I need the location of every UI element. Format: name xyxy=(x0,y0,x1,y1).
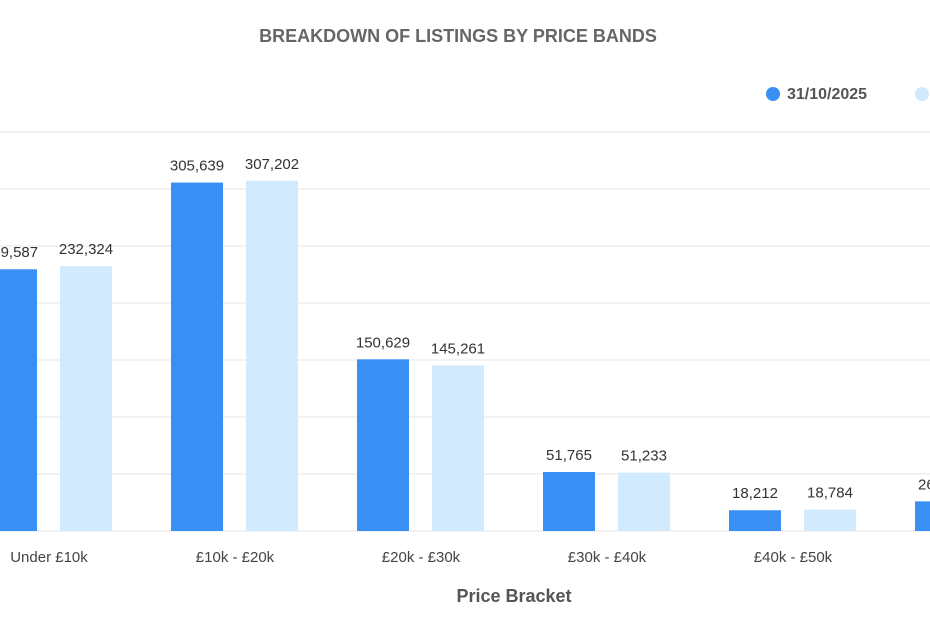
x-tick-label: £10k - £20k xyxy=(196,549,275,566)
x-tick-label: £30k - £40k xyxy=(568,549,647,566)
data-label: 305,639 xyxy=(170,158,224,175)
x-tick-label: £20k - £30k xyxy=(382,549,461,566)
bar xyxy=(618,472,670,531)
data-label: 26,000 xyxy=(918,476,930,493)
chart-title: BREAKDOWN OF LISTINGS BY PRICE BANDS xyxy=(259,26,657,46)
bar xyxy=(804,509,856,531)
bar xyxy=(0,269,37,531)
legend-marker xyxy=(766,87,780,101)
data-label: 307,202 xyxy=(245,156,299,173)
bar xyxy=(357,359,409,531)
data-label: 18,212 xyxy=(732,485,778,502)
bar xyxy=(729,510,781,531)
bar xyxy=(171,182,223,531)
x-axis-title: Price Bracket xyxy=(456,586,571,606)
data-label: 51,233 xyxy=(621,448,667,465)
data-label: 51,765 xyxy=(546,447,592,464)
data-label: 18,784 xyxy=(807,485,853,502)
legend-label: 31/10/2025 xyxy=(787,86,867,103)
x-tick-label: £40k - £50k xyxy=(754,549,833,566)
legend-marker xyxy=(915,87,929,101)
bar xyxy=(60,266,112,531)
bar xyxy=(915,501,930,531)
data-label: 150,629 xyxy=(356,334,410,351)
bar xyxy=(543,471,595,531)
data-label: 232,324 xyxy=(59,241,113,258)
x-tick-label: Under £10k xyxy=(10,549,88,566)
bar xyxy=(432,365,484,531)
data-label: 229,587 xyxy=(0,244,38,261)
data-label: 145,261 xyxy=(431,340,485,357)
bar xyxy=(246,180,298,531)
